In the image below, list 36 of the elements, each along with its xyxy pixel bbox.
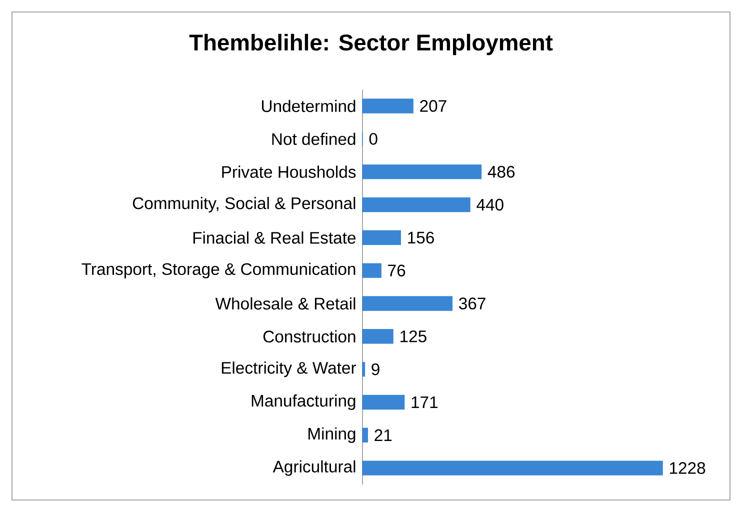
y-tick-label: Undetermind xyxy=(262,100,356,112)
data-label: 76 xyxy=(388,264,406,276)
chart-title: Thembelihle: Sector Employment xyxy=(189,34,553,56)
bar xyxy=(362,197,470,212)
y-tick-label: Agricultural xyxy=(272,460,356,476)
bar xyxy=(362,230,401,245)
data-label: 367 xyxy=(459,298,486,310)
bar xyxy=(362,428,368,442)
bar xyxy=(362,98,414,114)
data-label: 21 xyxy=(374,429,392,441)
y-tick-label: Manufacturing xyxy=(252,394,356,410)
bar xyxy=(362,362,366,377)
bar xyxy=(362,296,453,311)
bar xyxy=(362,164,482,180)
data-label: 486 xyxy=(488,166,515,178)
bar xyxy=(362,394,405,410)
y-tick-label: Not defined xyxy=(272,132,356,146)
y-tick-label: Electricity & Water xyxy=(222,362,356,378)
bar xyxy=(362,263,382,278)
y-tick-label: Mining xyxy=(308,427,356,443)
data-label: 125 xyxy=(400,330,426,342)
y-tick-label: Community, Social & Personal xyxy=(132,196,356,212)
data-label: 440 xyxy=(476,198,504,211)
y-tick-label: Wholesale & Retail xyxy=(215,297,356,310)
data-label: 0 xyxy=(369,132,378,145)
y-tick-label: Construction xyxy=(263,330,356,343)
bar xyxy=(362,460,663,476)
bar xyxy=(362,329,394,344)
data-label: 156 xyxy=(408,232,434,244)
data-label: 9 xyxy=(372,363,380,376)
y-tick-label: Finacial & Real Estate xyxy=(193,231,356,244)
y-tick-label: Private Housholds xyxy=(222,166,356,178)
data-label: 207 xyxy=(420,100,446,112)
y-tick-label: Transport, Storage & Communication xyxy=(82,262,356,278)
data-label: 1228 xyxy=(670,462,706,474)
data-label: 171 xyxy=(412,396,438,408)
